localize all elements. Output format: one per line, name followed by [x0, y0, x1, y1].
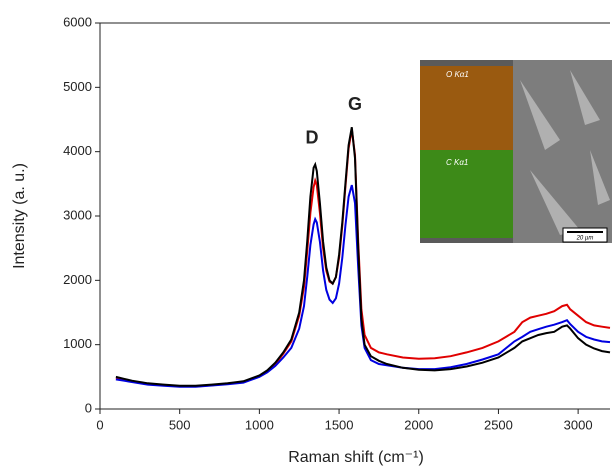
x-tick-label: 2500: [484, 417, 513, 432]
peak-label: D: [305, 128, 318, 148]
y-tick-label: 0: [85, 400, 92, 415]
x-tick-label: 2000: [404, 417, 433, 432]
inset-c-map: [420, 150, 513, 238]
y-tick-label: 2000: [63, 272, 92, 287]
inset-label: 20 µm: [576, 236, 594, 242]
inset-texture: [520, 70, 610, 235]
y-tick-label: 5000: [63, 79, 92, 94]
inset-label: C Kα1: [446, 158, 468, 167]
x-tick-label: 1000: [245, 417, 274, 432]
x-tick-label: 0: [96, 417, 103, 432]
y-tick-label: 3000: [63, 207, 92, 222]
y-tick-label: 1000: [63, 336, 92, 351]
peak-label: G: [348, 94, 362, 114]
inset-image: [420, 60, 612, 243]
inset-o-map: [420, 66, 513, 150]
y-tick-label: 4000: [63, 143, 92, 158]
y-tick-label: 6000: [63, 14, 92, 29]
inset-label: O Kα1: [446, 70, 469, 79]
spectrum-line: [115, 127, 611, 387]
x-tick-label: 500: [169, 417, 191, 432]
spectrum-line: [115, 184, 611, 388]
x-tick-label: 1500: [325, 417, 354, 432]
y-axis-title: Intensity (a. u.): [11, 163, 28, 269]
x-axis-title: Raman shift (cm⁻¹): [288, 449, 424, 466]
x-tick-label: 3000: [564, 417, 593, 432]
